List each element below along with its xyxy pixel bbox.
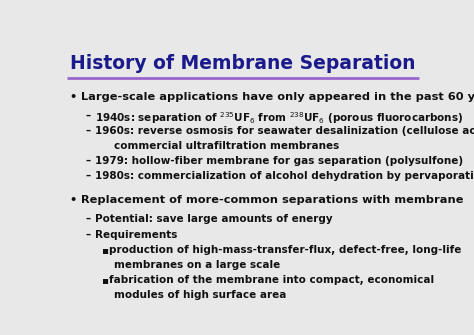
Text: History of Membrane Separation: History of Membrane Separation <box>70 54 416 73</box>
Text: 1960s: reverse osmosis for seawater desalinization (cellulose acetate),: 1960s: reverse osmosis for seawater desa… <box>95 126 474 136</box>
Text: Requirements: Requirements <box>95 229 177 240</box>
Text: modules of high surface area: modules of high surface area <box>114 290 287 300</box>
Text: fabrication of the membrane into compact, economical: fabrication of the membrane into compact… <box>109 275 434 285</box>
Text: –: – <box>86 214 91 224</box>
Text: –: – <box>86 126 91 136</box>
Text: commercial ultrafiltration membranes: commercial ultrafiltration membranes <box>114 141 339 151</box>
Text: membranes on a large scale: membranes on a large scale <box>114 261 281 270</box>
Text: ▪: ▪ <box>101 245 109 255</box>
Text: –: – <box>86 110 91 120</box>
Text: •: • <box>70 196 77 205</box>
Text: 1940s: separation of $^{235}$UF$_6$ from $^{238}$UF$_6$ (porous fluorocarbons): 1940s: separation of $^{235}$UF$_6$ from… <box>95 110 463 126</box>
Text: 1980s: commercialization of alcohol dehydration by pervaporation: 1980s: commercialization of alcohol dehy… <box>95 171 474 181</box>
Text: Replacement of more-common separations with membrane: Replacement of more-common separations w… <box>81 196 463 205</box>
Text: •: • <box>70 92 77 102</box>
Text: 1979: hollow-fiber membrane for gas separation (polysulfone): 1979: hollow-fiber membrane for gas sepa… <box>95 155 463 165</box>
Text: –: – <box>86 229 91 240</box>
Text: Potential: save large amounts of energy: Potential: save large amounts of energy <box>95 214 332 224</box>
Text: –: – <box>86 171 91 181</box>
Text: Large-scale applications have only appeared in the past 60 years: Large-scale applications have only appea… <box>81 92 474 102</box>
Text: production of high-mass-transfer-flux, defect-free, long-life: production of high-mass-transfer-flux, d… <box>109 245 461 255</box>
Text: –: – <box>86 155 91 165</box>
Text: ▪: ▪ <box>101 275 109 285</box>
